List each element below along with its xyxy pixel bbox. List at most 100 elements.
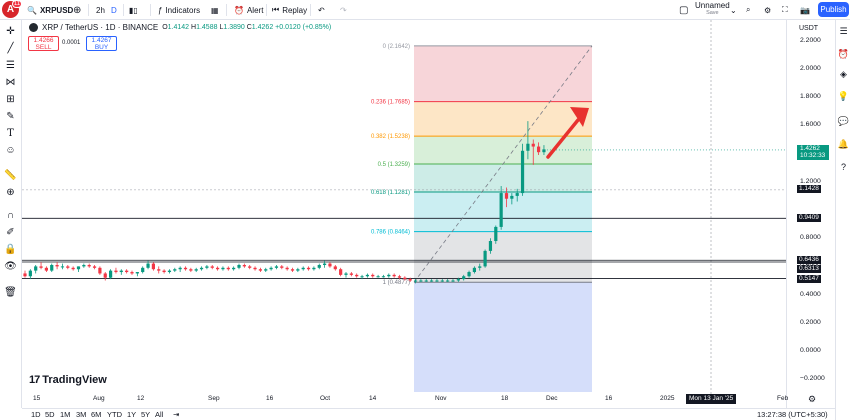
line-price-label: 0.6436 bbox=[797, 256, 821, 264]
line-price-label: 0.9409 bbox=[797, 214, 821, 222]
layers-button[interactable]: ◈ bbox=[837, 68, 850, 81]
candle-body bbox=[237, 264, 241, 268]
remove-drawings-button[interactable]: 🗑 bbox=[3, 285, 18, 300]
fullscreen-button[interactable]: ⛶ bbox=[782, 2, 788, 18]
redo-button[interactable]: ↷ bbox=[340, 2, 347, 18]
candle-body bbox=[178, 267, 182, 270]
layout-save-status: Save bbox=[706, 10, 719, 16]
candle-body bbox=[146, 263, 150, 268]
candle-body bbox=[162, 270, 166, 273]
sell-button[interactable]: 1.4266 SELL bbox=[28, 36, 59, 51]
ruler-tool-button[interactable]: 📏 bbox=[3, 168, 18, 183]
calendar-range-icon: ⇥ bbox=[173, 410, 180, 419]
crosshair-tool-button[interactable]: ✛ bbox=[3, 24, 18, 39]
interval-d-button[interactable]: D bbox=[111, 2, 117, 18]
candle-body bbox=[114, 270, 118, 273]
compare-symbol-button[interactable]: ⊕ bbox=[73, 2, 81, 18]
candle-body bbox=[515, 193, 519, 196]
buy-button[interactable]: 1.4267 BUY bbox=[86, 36, 117, 51]
tradingview-logo-icon: 17 bbox=[29, 374, 40, 386]
magnet-tool-button[interactable]: ∩ bbox=[3, 208, 18, 223]
fib-extension-zone bbox=[414, 282, 592, 392]
candle-body bbox=[483, 250, 487, 267]
candle-body bbox=[360, 276, 364, 278]
candle-body bbox=[167, 270, 172, 273]
candles-icon: ▮▯ bbox=[129, 5, 138, 15]
candle-body bbox=[419, 280, 423, 282]
search-icon: 🔍 bbox=[27, 5, 37, 15]
range-button[interactable]: 3M bbox=[76, 410, 87, 419]
symbol-search-button[interactable]: 🔍 XRPUSD bbox=[27, 2, 73, 18]
candle-body bbox=[424, 280, 428, 282]
trend-line-tool-button[interactable]: ╱ bbox=[3, 41, 18, 56]
candle-body bbox=[221, 267, 225, 270]
price-tick-label: 0.2000 bbox=[800, 318, 821, 326]
brush-tool-button[interactable]: ✎ bbox=[3, 109, 18, 124]
price-tick-label: 2.2000 bbox=[800, 36, 821, 44]
candle-body bbox=[66, 266, 70, 268]
layout-dropdown[interactable]: ⌄ bbox=[730, 2, 737, 18]
crosshair-date-label: Mon 13 Jan '25 bbox=[686, 394, 737, 404]
date-range-button[interactable]: ⇥ bbox=[173, 410, 179, 419]
help-button[interactable]: ? bbox=[837, 160, 850, 173]
watchlist-button[interactable]: ☰ bbox=[837, 25, 850, 38]
clock-timezone[interactable]: 13:27:38 (UTC+5:30) bbox=[757, 410, 828, 419]
range-button[interactable]: 1D bbox=[31, 410, 41, 419]
snapshot-button[interactable]: 📷 bbox=[800, 2, 810, 18]
time-tick-label: Sep bbox=[208, 395, 220, 402]
brush-icon: ✎ bbox=[6, 111, 15, 122]
ideas-button[interactable]: 💡 bbox=[837, 90, 850, 103]
price-tick-label: 1.2000 bbox=[800, 177, 821, 185]
price-tick-label: −0.2000 bbox=[800, 375, 825, 383]
time-tick-label: Nov bbox=[435, 395, 447, 402]
time-tick-label: 15 bbox=[33, 395, 41, 402]
layout-toggle[interactable]: ▢ bbox=[679, 2, 688, 18]
layout-name-button[interactable]: Unnamed Save bbox=[695, 2, 730, 17]
settings-button[interactable]: ⚙ bbox=[764, 2, 771, 18]
interval-button[interactable]: 2h bbox=[96, 2, 105, 18]
list-icon: ☰ bbox=[839, 26, 848, 36]
lock-drawing-button[interactable]: ✐ bbox=[3, 225, 18, 240]
notifications-button[interactable]: 🔔 bbox=[837, 138, 850, 151]
alerts-panel-button[interactable]: ⏰ bbox=[837, 48, 850, 61]
time-tick-label: 12 bbox=[137, 395, 145, 402]
replay-button[interactable]: ⏮ Replay bbox=[272, 2, 307, 18]
price-tick-label: 0.8000 bbox=[800, 234, 821, 242]
candle-body bbox=[119, 270, 123, 273]
hide-drawings-button[interactable]: 👁 bbox=[3, 259, 18, 274]
plus-circle-icon: ⊕ bbox=[73, 4, 82, 16]
scale-settings-button[interactable]: ⚙ bbox=[808, 394, 816, 405]
fib-tool-button[interactable]: ☰ bbox=[3, 58, 18, 73]
range-button[interactable]: YTD bbox=[107, 410, 122, 419]
currency-label[interactable]: USDT bbox=[799, 25, 819, 32]
range-button[interactable]: All bbox=[155, 410, 164, 419]
projection-tool-button[interactable]: ⊞ bbox=[3, 92, 18, 107]
pattern-tool-button[interactable]: ⋈ bbox=[3, 75, 18, 90]
range-button[interactable]: 6M bbox=[91, 410, 102, 419]
range-button[interactable]: 5D bbox=[45, 410, 55, 419]
candle-body bbox=[248, 266, 252, 268]
bottom-toolbar bbox=[22, 408, 835, 420]
text-tool-button[interactable]: T bbox=[3, 126, 18, 141]
templates-button[interactable]: ▦ bbox=[211, 2, 219, 18]
price-chart[interactable]: 0 (2.1642) 0.236 (1.7685) 0.382 (1.5238) 0.… bbox=[22, 20, 786, 395]
undo-button[interactable]: ↶ bbox=[318, 2, 325, 18]
fullscreen-icon: ⛶ bbox=[782, 5, 788, 14]
fib-zone bbox=[414, 231, 592, 283]
candle-body bbox=[87, 264, 91, 267]
chat-button[interactable]: 💬 bbox=[837, 115, 850, 128]
chevron-down-icon: ⌄ bbox=[730, 5, 737, 15]
quick-search-button[interactable]: ⌕ bbox=[746, 2, 750, 18]
candles-style-button[interactable]: ▮▯ bbox=[129, 2, 138, 18]
lock-all-button[interactable]: 🔒 bbox=[3, 242, 18, 257]
range-button[interactable]: 5Y bbox=[141, 410, 151, 419]
indicators-button[interactable]: ƒ Indicators bbox=[158, 2, 200, 18]
range-button[interactable]: 1M bbox=[60, 410, 71, 419]
widget-bar: ☰ ⏰ ◈ 💡 💬 🔔 ? bbox=[835, 20, 850, 420]
range-button[interactable]: 1Y bbox=[127, 410, 137, 419]
candle-body bbox=[210, 266, 214, 268]
emoji-tool-button[interactable]: ☺ bbox=[3, 143, 18, 158]
alert-button[interactable]: ⏰ Alert bbox=[234, 2, 263, 18]
zoom-tool-button[interactable]: ⊕ bbox=[3, 185, 18, 200]
publish-button[interactable]: Publish bbox=[818, 2, 849, 17]
